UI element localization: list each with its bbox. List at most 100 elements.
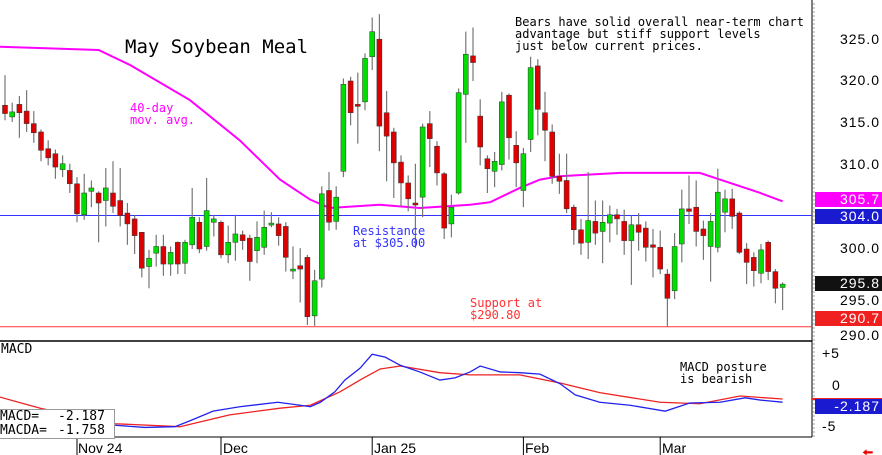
candle-up [758, 249, 764, 274]
candle-down [326, 190, 332, 223]
candle-down [441, 173, 447, 229]
candle-down [23, 110, 30, 124]
candle-up [88, 187, 95, 192]
candle-up [499, 101, 505, 165]
candle-down [160, 246, 167, 265]
candle-down [2, 104, 8, 114]
candle-up [59, 163, 66, 170]
candle-down [664, 273, 671, 299]
candle-up [607, 214, 613, 224]
candle-up [167, 252, 174, 265]
candle-down [751, 257, 757, 271]
macd-tick-label: -5 [822, 418, 837, 434]
candle-down [218, 221, 224, 256]
candle-up [779, 283, 786, 288]
candle-up [520, 153, 527, 191]
candle-down [117, 200, 123, 216]
candle-down [772, 271, 779, 289]
candle-down [506, 94, 512, 139]
moving-average-line [0, 45, 783, 210]
macd-price-tag: -2.187 [815, 399, 882, 414]
candle-down [239, 234, 246, 241]
candle-up [715, 191, 721, 248]
last-price-tag: 295.8 [815, 276, 882, 291]
candle-up [153, 246, 159, 254]
candle-down [297, 265, 303, 270]
candle-down [736, 212, 743, 253]
candle-down [74, 183, 80, 215]
candle-down [405, 182, 411, 200]
candle-down [650, 244, 656, 248]
candle-down [175, 242, 181, 265]
candle-up [628, 224, 635, 241]
candle-up [722, 198, 728, 213]
candle-down [196, 221, 203, 250]
candle-down [693, 206, 699, 232]
candle-down [484, 158, 491, 169]
candle-up [81, 192, 87, 215]
candle-up [585, 220, 591, 243]
candle-up [225, 242, 231, 256]
candle-down [376, 38, 383, 127]
candle-up [9, 111, 15, 118]
x-label-feb: Feb [525, 440, 550, 455]
candle-down [592, 221, 599, 234]
macd-tick-label: 0 [832, 377, 841, 393]
candle-up [340, 84, 347, 172]
y-tick-label: 290.0 [839, 327, 880, 343]
macd-value: -2.187 [58, 409, 105, 424]
candle-up [290, 268, 296, 272]
candle-down [563, 180, 570, 210]
candle-down [383, 112, 390, 137]
candle-up [146, 257, 152, 267]
candle-down [110, 192, 116, 207]
candle-down [621, 221, 627, 241]
candle-down [635, 224, 642, 233]
candle-down [52, 153, 59, 168]
candle-down [427, 123, 433, 139]
macd-tick-label: +5 [822, 345, 840, 361]
candle-down [412, 202, 419, 206]
candle-up [599, 221, 606, 232]
candle-down [729, 198, 735, 217]
candle-down [347, 80, 354, 113]
candle-up [268, 222, 275, 226]
candle-down [139, 232, 145, 269]
candle-down [542, 112, 548, 131]
candle-down [513, 145, 519, 164]
candle-down [571, 206, 577, 231]
candle-down [398, 161, 404, 184]
y-tick-label: 315.0 [839, 114, 880, 130]
candle-down [614, 214, 620, 220]
macda-key: MACDA= [0, 423, 47, 438]
macd-values-box: MACD= -2.187 MACDA= -1.758 [0, 409, 115, 439]
y-tick-label: 320.0 [839, 72, 880, 88]
candle-down [391, 131, 397, 164]
ma-annotation: 40-day mov. avg. [130, 101, 196, 127]
candle-down [16, 104, 23, 113]
resistance-price-tag: 304.0 [815, 209, 882, 224]
candle-down [578, 229, 584, 244]
candle-up [311, 280, 318, 317]
candle-down [31, 123, 37, 134]
scroll-left-arrow-icon[interactable]: 🠨 [862, 445, 874, 455]
commentary: Bears have solid overall near-term chart… [515, 15, 804, 53]
candle-down [67, 170, 73, 185]
candle-down [657, 247, 663, 270]
candle-down [765, 242, 771, 272]
candle-up [103, 187, 109, 201]
candle-up [189, 216, 195, 246]
candle-up [448, 206, 455, 225]
candle-up [261, 227, 267, 248]
macd-annotation: MACD posture is bearish [680, 360, 767, 386]
support-price-tag: 290.7 [815, 311, 882, 326]
candle-down [686, 208, 692, 212]
candle-up [527, 67, 534, 140]
macd-signal-line [0, 365, 783, 428]
candle-up [455, 92, 462, 194]
x-label-nov24: Nov 24 [78, 440, 123, 455]
candle-down [283, 226, 289, 258]
candle-up [419, 126, 426, 198]
